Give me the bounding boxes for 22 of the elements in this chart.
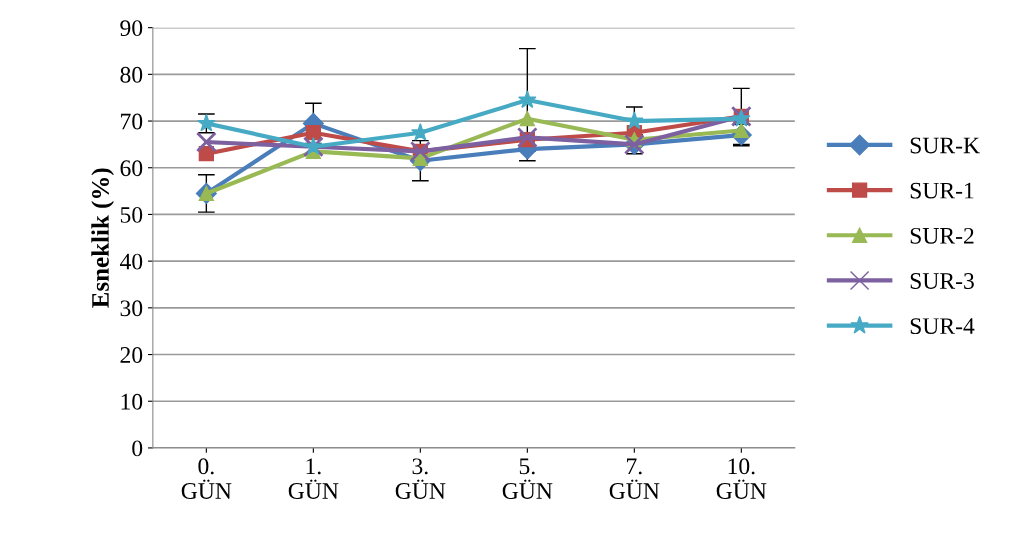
y-tick-label: 40 (119, 253, 143, 270)
x-tick-label: 10. GÜN (716, 458, 767, 499)
y-tick-label: 20 (120, 347, 143, 363)
y-tick-label: 30 (120, 300, 143, 317)
legend-label: SUR-K (910, 137, 980, 154)
legend-label: SUR-2 (910, 227, 974, 244)
x-tick-label: 1. GÜN (288, 458, 339, 499)
y-tick-label: 70 (121, 113, 143, 130)
y-tick-label: 60 (120, 160, 143, 177)
y-tick-label: 0 (132, 440, 143, 457)
y-tick-label: 90 (120, 20, 143, 37)
y-tick-label: 80 (120, 66, 143, 83)
x-tick-label: 0. GÜN (181, 458, 232, 499)
x-tick-label: 5. GÜN (502, 458, 553, 499)
y-tick-label: 50 (120, 206, 143, 223)
x-tick-label: 7. GÜN (609, 458, 660, 499)
legend-label: SUR-4 (910, 318, 975, 335)
y-tick-label: 10 (121, 393, 143, 410)
legend-label: SUR-1 (910, 182, 974, 199)
x-tick-label: 3. GÜN (395, 458, 446, 499)
legend-label: SUR-3 (910, 273, 974, 289)
y-axis-title: Esneklik (%) (91, 168, 114, 308)
